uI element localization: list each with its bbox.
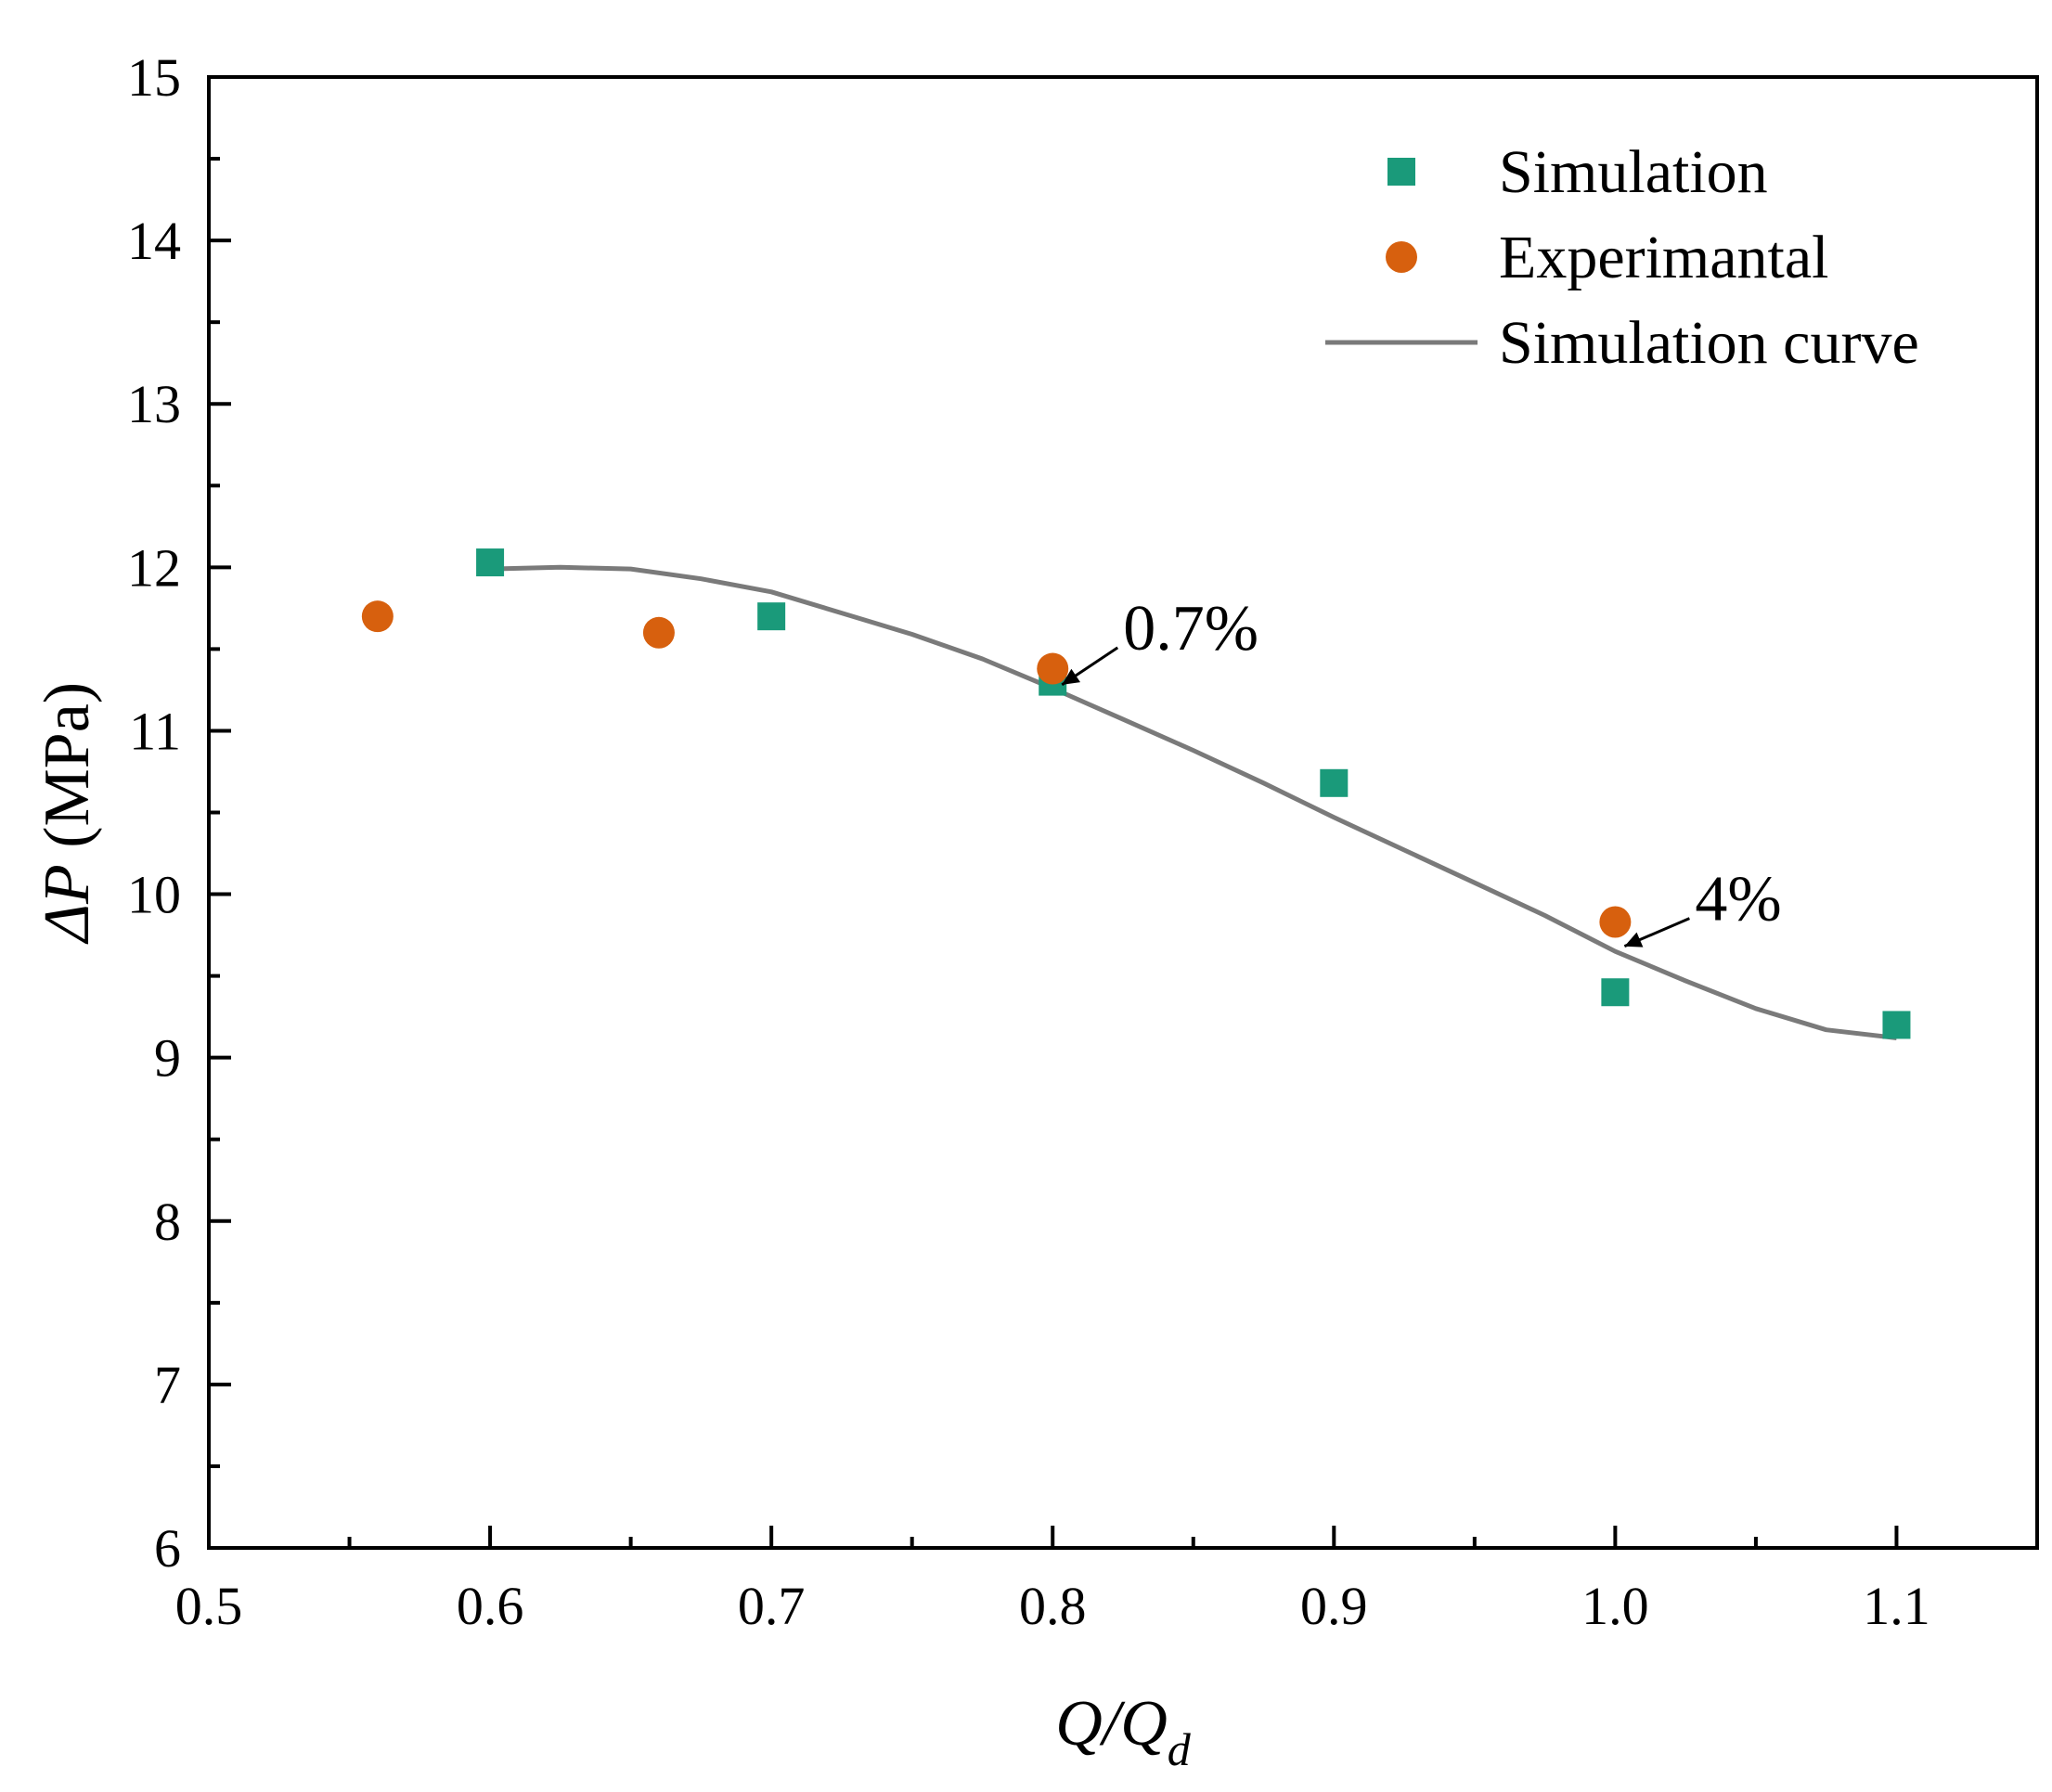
annotation-label: 4% — [1695, 864, 1781, 935]
legend-square-swatch — [1387, 158, 1415, 186]
annotation-label: 0.7% — [1123, 593, 1258, 664]
simulation-point — [1320, 768, 1349, 797]
series-layer — [361, 548, 1911, 1040]
legend-label: Simulation curve — [1499, 309, 1919, 377]
y-tick-label: 13 — [127, 374, 181, 434]
x-tick-label: 0.5 — [175, 1576, 243, 1636]
y-tick-label: 6 — [154, 1518, 181, 1579]
y-tick-label: 15 — [127, 47, 181, 108]
simulation-point — [757, 602, 786, 631]
simulation-point — [476, 548, 505, 577]
x-tick-label: 1.0 — [1581, 1576, 1649, 1636]
y-tick-label: 8 — [154, 1192, 181, 1252]
y-tick-label: 12 — [127, 537, 181, 598]
x-tick-label: 0.9 — [1300, 1576, 1368, 1636]
experimental-point — [361, 600, 394, 633]
legend-label: Simulation — [1499, 138, 1768, 206]
legend-label: Experimantal — [1499, 224, 1829, 291]
simulation-curve-line — [490, 564, 1897, 1040]
y-axis: 6 7 8 9 10 11 12 13 14 15 — [127, 47, 231, 1579]
x-tick-label: 0.8 — [1019, 1576, 1087, 1636]
plot-area — [207, 75, 2039, 1550]
annotation-layer: 0.7% 4% — [1061, 593, 1782, 948]
y-tick-label: 11 — [129, 701, 181, 761]
experimental-point — [1037, 652, 1069, 685]
annotation-arrowhead — [1624, 932, 1644, 948]
x-tick-label: 0.7 — [738, 1576, 806, 1636]
x-tick-label: 0.6 — [457, 1576, 524, 1636]
x-axis-title-main: Q/Q — [1055, 1688, 1168, 1760]
y-tick-label: 14 — [127, 211, 181, 271]
y-axis-title-unit: (MPa) — [32, 682, 103, 864]
legend: Simulation Experimantal Simulation curve — [1325, 138, 1919, 377]
experimental-point — [642, 616, 675, 649]
x-axis-title: Q/Qd — [1055, 1688, 1192, 1775]
simulation-point — [1601, 978, 1630, 1007]
annotation-arrowhead — [1062, 668, 1080, 685]
y-axis-title-symbol: ΔP — [32, 864, 103, 945]
y-axis-title: ΔP (MPa) — [32, 682, 103, 945]
x-tick-label: 1.1 — [1863, 1576, 1930, 1636]
y-tick-label: 7 — [154, 1355, 181, 1415]
y-tick-label: 9 — [154, 1028, 181, 1089]
y-tick-label: 10 — [127, 865, 181, 925]
x-axis: 0.5 0.6 0.7 0.8 0.9 1.0 1.1 — [175, 1526, 1930, 1636]
x-axis-title-subscript: d — [1168, 1723, 1192, 1775]
experimental-point — [1599, 906, 1632, 938]
simulation-point — [1882, 1011, 1911, 1039]
legend-circle-swatch — [1386, 241, 1417, 273]
